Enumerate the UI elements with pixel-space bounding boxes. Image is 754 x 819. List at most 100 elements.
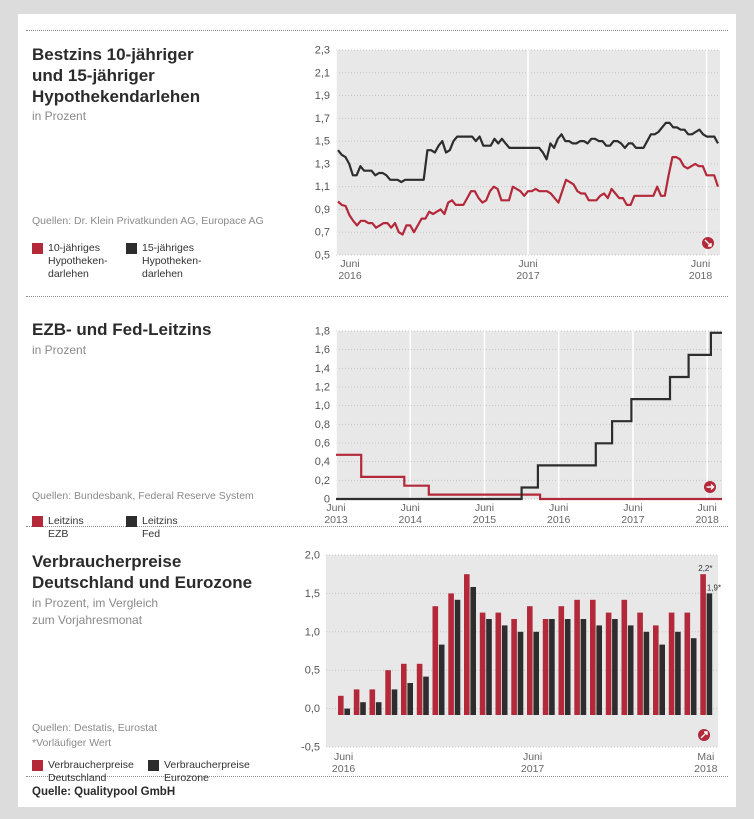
legend-label: Verbraucherpreise Eurozone	[164, 759, 250, 785]
legend-swatch	[32, 516, 43, 527]
bar	[596, 625, 602, 715]
bar	[385, 670, 391, 715]
x-tick-label: 2015	[473, 514, 497, 526]
y-tick-label: 1,4	[315, 363, 330, 375]
x-tick-label: Juni	[523, 751, 542, 763]
legend-swatch	[126, 243, 137, 254]
bar	[464, 574, 470, 715]
y-tick-label: -0,5	[301, 742, 320, 754]
x-tick-label: Juni	[401, 502, 420, 514]
x-tick-label: 2018	[689, 270, 713, 282]
y-tick-label: 1,2	[315, 382, 330, 394]
legend-swatch	[126, 516, 137, 527]
y-tick-label: 2,1	[315, 67, 330, 79]
bar	[392, 689, 398, 715]
x-tick-label: Juni	[623, 502, 642, 514]
bar	[565, 619, 571, 715]
bar	[669, 613, 675, 715]
mortgage-rate-panel: Bestzins 10-jähriger und 15-jähriger Hyp…	[18, 14, 736, 296]
panel-source: Quellen: Destatis, Eurostat *Vorläufiger…	[32, 721, 157, 751]
bar	[691, 638, 697, 715]
panel-title: Verbraucherpreise Deutschland und Eurozo…	[32, 551, 252, 593]
bar	[590, 600, 596, 715]
x-tick-label: Juni	[518, 258, 537, 270]
infographic-card: Bestzins 10-jähriger und 15-jähriger Hyp…	[18, 14, 736, 807]
y-tick-label: 1,8	[315, 326, 330, 338]
y-tick-label: 0,9	[315, 204, 330, 216]
bar	[417, 664, 423, 715]
bar	[360, 702, 366, 715]
x-tick-label: Juni	[691, 258, 710, 270]
x-tick-label: Juni	[698, 502, 717, 514]
y-tick-label: 1,5	[315, 136, 330, 148]
bar	[574, 600, 580, 715]
y-tick-label: 1,7	[315, 113, 330, 125]
y-tick-label: 0,5	[315, 250, 330, 262]
y-tick-label: 2,0	[305, 550, 320, 562]
bar	[455, 600, 461, 715]
bar	[533, 632, 539, 715]
consumer-price-bar-chart: -0,50,00,51,01,52,02,2*1,9*Juni2016Juni2…	[288, 549, 728, 783]
data-label: 1,9*	[707, 583, 721, 592]
bar	[685, 613, 691, 715]
y-tick-label: 0,7	[315, 227, 330, 239]
policy-rate-line-chart: 00,20,40,60,81,01,21,41,61,8Juni2013Juni…	[288, 323, 728, 533]
x-tick-label: 2013	[324, 514, 348, 526]
bar	[407, 683, 413, 715]
y-tick-label: 0,5	[305, 665, 320, 677]
panel-subtitle: in Prozent	[32, 108, 86, 125]
bar	[622, 600, 628, 715]
bar	[511, 619, 517, 715]
legend-swatch	[32, 243, 43, 254]
bar	[496, 613, 502, 715]
x-tick-label: 2017	[521, 763, 545, 775]
y-tick-label: 0,4	[315, 456, 330, 468]
bar	[581, 619, 587, 715]
y-tick-label: 1,6	[315, 344, 330, 356]
footer-source: Quelle: Qualitypool GmbH	[32, 786, 175, 798]
bar	[376, 702, 382, 715]
x-tick-label: Juni	[334, 751, 353, 763]
bar	[543, 619, 549, 715]
mortgage-line-chart: 0,50,70,91,11,31,51,71,92,12,3Juni2016Ju…	[288, 42, 728, 294]
x-tick-label: 2018	[694, 763, 718, 775]
bar	[644, 632, 650, 715]
bar	[675, 632, 681, 715]
legend-swatch	[32, 760, 43, 771]
panel-subtitle: in Prozent	[32, 342, 86, 359]
bar	[433, 606, 439, 715]
legend-swatch	[148, 760, 159, 771]
bar	[606, 613, 612, 715]
y-tick-label: 1,9	[315, 90, 330, 102]
x-tick-label: Juni	[475, 502, 494, 514]
x-tick-label: 2014	[399, 514, 423, 526]
y-tick-label: 1,0	[315, 400, 330, 412]
bar	[502, 625, 508, 715]
legend-label: 15-jähriges Hypotheken- darlehen	[142, 242, 202, 281]
bar	[700, 574, 706, 715]
x-tick-label: 2016	[332, 763, 356, 775]
bar	[470, 587, 476, 715]
bar	[354, 689, 360, 715]
panel-source: Quellen: Bundesbank, Federal Reserve Sys…	[32, 489, 254, 504]
y-tick-label: 0,0	[305, 703, 320, 715]
panel-title: Bestzins 10-jähriger und 15-jähriger Hyp…	[32, 44, 200, 107]
y-tick-label: 0,6	[315, 438, 330, 450]
bar	[559, 606, 565, 715]
legend-label: 10-jähriges Hypotheken- darlehen	[48, 242, 108, 281]
bar	[338, 696, 344, 715]
bar	[549, 619, 555, 715]
bar	[653, 625, 659, 715]
bar	[486, 619, 492, 715]
bar	[707, 593, 713, 715]
x-tick-label: 2017	[516, 270, 540, 282]
y-tick-label: 1,1	[315, 181, 330, 193]
bar	[344, 709, 350, 715]
plot-area	[336, 331, 722, 499]
bar	[401, 664, 407, 715]
x-tick-label: 2016	[338, 270, 362, 282]
x-tick-label: 2018	[695, 514, 719, 526]
data-label: 2,2*	[698, 564, 712, 573]
x-tick-label: 2017	[621, 514, 645, 526]
y-tick-label: 0,2	[315, 475, 330, 487]
